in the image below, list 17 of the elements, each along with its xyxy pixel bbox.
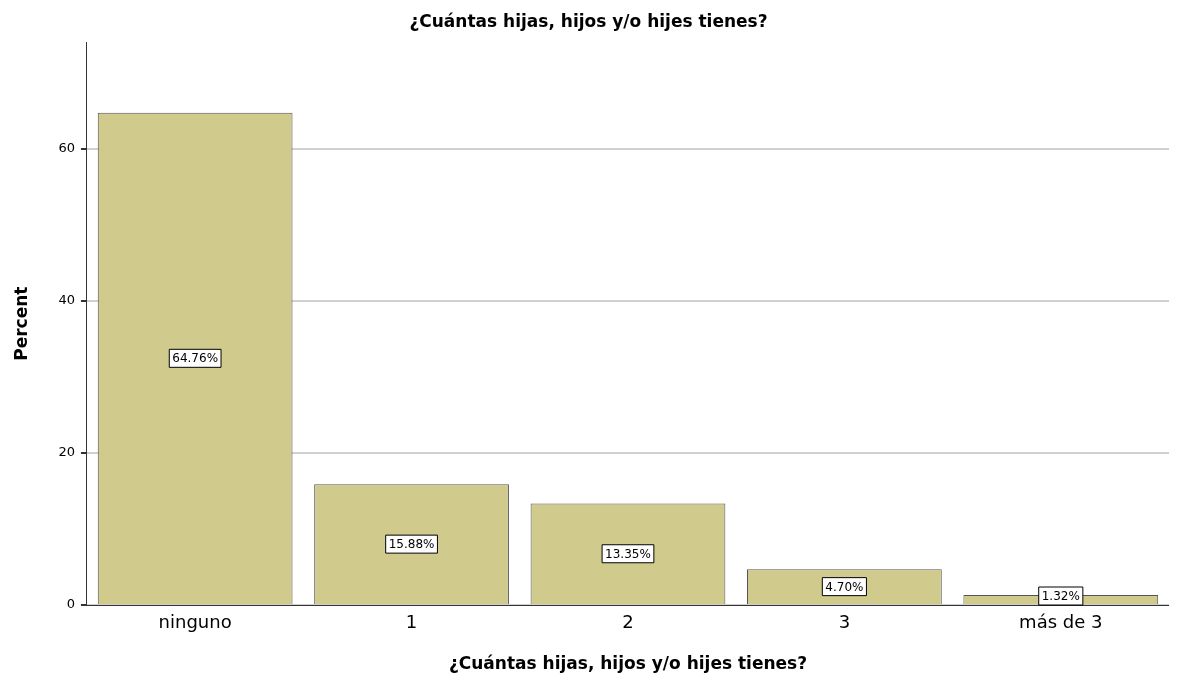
data-label: 1.32% bbox=[1041, 589, 1080, 604]
y-tick-label: 40 bbox=[58, 292, 75, 308]
x-tick-label: 3 bbox=[838, 611, 851, 633]
y-tick-label: 0 bbox=[66, 596, 75, 612]
data-label: 64.76% bbox=[172, 351, 219, 366]
chart-title: ¿Cuántas hijas, hijos y/o hijes tienes? bbox=[409, 10, 768, 31]
y-tick-label: 20 bbox=[58, 444, 75, 460]
y-axis-title: Percent bbox=[10, 286, 31, 361]
x-tick-label: más de 3 bbox=[1019, 611, 1103, 633]
data-label: 4.70% bbox=[825, 579, 864, 594]
x-tick-label: ninguno bbox=[158, 611, 232, 633]
y-tick-label: 60 bbox=[58, 140, 75, 156]
data-label: 13.35% bbox=[605, 546, 651, 561]
x-tick-label: 2 bbox=[622, 611, 634, 633]
data-label: 15.88% bbox=[388, 537, 435, 552]
x-axis-title: ¿Cuántas hijas, hijos y/o hijes tienes? bbox=[448, 653, 808, 674]
x-tick-label: 1 bbox=[405, 611, 418, 633]
